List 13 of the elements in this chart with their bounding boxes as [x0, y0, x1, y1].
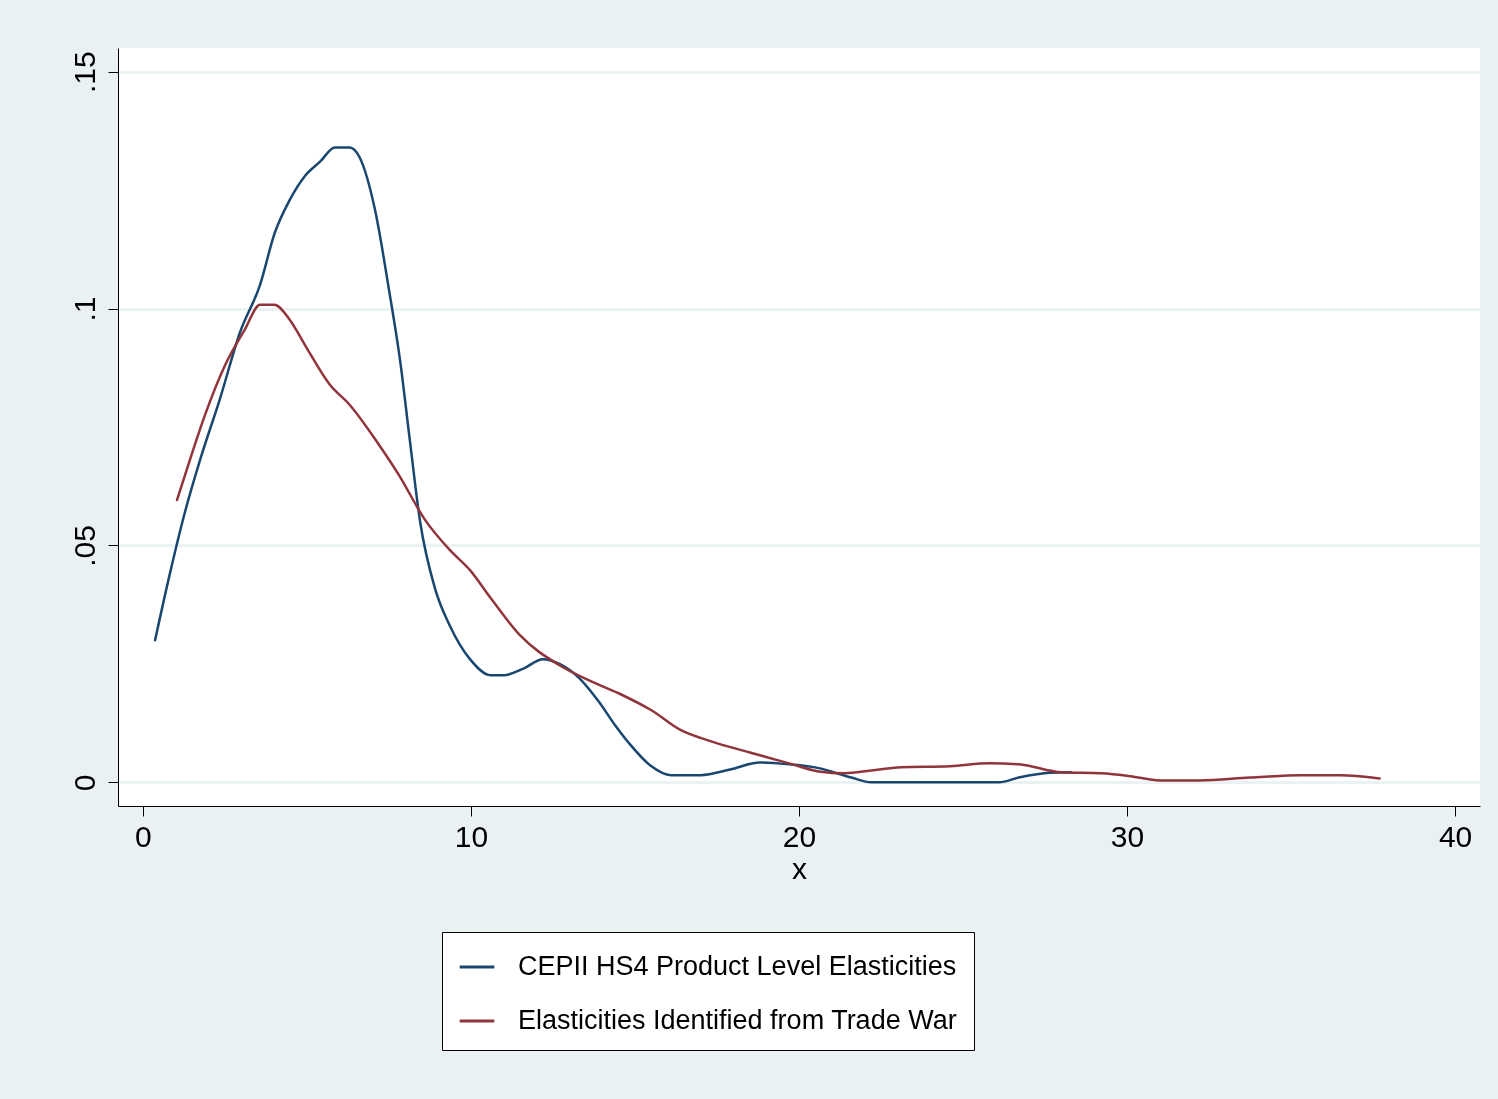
x-tick-label: 40 — [1438, 819, 1473, 853]
y-tick-label: .1 — [67, 296, 101, 322]
line-series — [175, 303, 1381, 782]
x-tick-label: 0 — [135, 819, 152, 853]
x-tick-label: 30 — [1110, 819, 1145, 853]
y-tick-label: .05 — [67, 525, 101, 567]
legend-label: CEPII HS4 Product Level Elasticities — [518, 951, 957, 981]
x-tick-label: 20 — [782, 819, 817, 853]
y-tick-label: .15 — [67, 51, 101, 94]
legend-label: Elasticities Identified from Trade War — [518, 1005, 957, 1035]
x-axis-title: x — [792, 851, 807, 885]
y-tick-label: 0 — [67, 774, 101, 792]
x-tick-label: 10 — [454, 819, 489, 853]
